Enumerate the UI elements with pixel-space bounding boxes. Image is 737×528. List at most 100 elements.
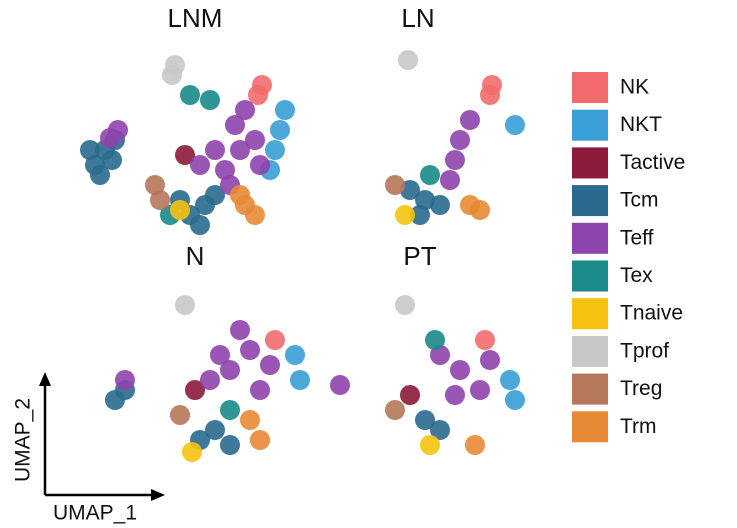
point <box>175 295 195 315</box>
legend-swatch <box>572 260 608 292</box>
point <box>200 370 220 390</box>
point <box>205 140 225 160</box>
panel-title: LNM <box>168 3 223 33</box>
point <box>185 380 205 400</box>
legend-label: Tnaive <box>620 302 683 325</box>
arrow-head-y <box>39 372 51 386</box>
point <box>180 85 200 105</box>
point <box>505 390 525 410</box>
point <box>250 430 270 450</box>
point <box>430 195 450 215</box>
point <box>265 140 285 160</box>
point <box>475 330 495 350</box>
point <box>415 410 435 430</box>
point <box>505 115 525 135</box>
arrow-head-x <box>151 489 165 501</box>
point <box>245 205 265 225</box>
legend-label: Treg <box>620 377 662 400</box>
point <box>230 320 250 340</box>
point <box>230 140 250 160</box>
point <box>420 165 440 185</box>
point <box>200 90 220 110</box>
point <box>385 175 405 195</box>
legend-swatch <box>572 109 608 141</box>
point <box>235 100 255 120</box>
point <box>102 150 122 170</box>
point <box>162 65 182 85</box>
point <box>225 115 245 135</box>
legend-label: Teff <box>620 226 654 249</box>
point <box>275 100 295 120</box>
legend-label: Trm <box>620 415 657 438</box>
point <box>482 75 502 95</box>
point <box>450 130 470 150</box>
point <box>220 400 240 420</box>
legend-swatch <box>572 185 608 217</box>
point <box>265 330 285 350</box>
point <box>270 120 290 140</box>
point <box>205 420 225 440</box>
point <box>330 375 350 395</box>
point <box>245 130 265 150</box>
point <box>470 200 490 220</box>
point <box>430 420 450 440</box>
point <box>470 380 490 400</box>
legend-label: Tactive <box>620 151 685 174</box>
legend-label: Tprof <box>620 339 669 362</box>
point <box>230 185 250 205</box>
point <box>410 205 430 225</box>
x-axis-label: UMAP_1 <box>53 502 137 525</box>
panel-title: LN <box>401 3 434 33</box>
point <box>450 360 470 380</box>
point <box>175 145 195 165</box>
point <box>440 170 460 190</box>
point <box>290 370 310 390</box>
point <box>90 165 110 185</box>
point <box>115 370 135 390</box>
point <box>445 385 465 405</box>
point <box>250 380 270 400</box>
legend-swatch <box>572 147 608 179</box>
legend-label: NKT <box>620 113 662 136</box>
point <box>385 400 405 420</box>
legend-swatch <box>572 335 608 367</box>
legend-swatch <box>572 222 608 254</box>
point <box>150 190 170 210</box>
legend-swatch <box>572 298 608 330</box>
legend-swatch <box>572 72 608 103</box>
panel-title: PT <box>403 241 436 271</box>
point <box>260 355 280 375</box>
legend-swatch <box>572 373 608 405</box>
point <box>240 340 260 360</box>
point <box>395 295 415 315</box>
point <box>480 350 500 370</box>
panel-title: N <box>186 241 205 271</box>
point <box>210 345 230 365</box>
point <box>285 345 305 365</box>
point <box>190 215 210 235</box>
point <box>250 155 270 175</box>
point <box>220 360 240 380</box>
legend-label: NK <box>620 76 649 99</box>
point <box>170 200 190 220</box>
point <box>100 128 120 148</box>
point <box>80 140 100 160</box>
point <box>395 205 415 225</box>
point <box>420 435 440 455</box>
legend-label: Tex <box>620 264 653 287</box>
legend-swatch <box>572 411 608 443</box>
point <box>240 410 260 430</box>
point <box>205 185 225 205</box>
point <box>190 155 210 175</box>
point <box>220 435 240 455</box>
point <box>465 435 485 455</box>
legend-label: Tcm <box>620 189 659 212</box>
point <box>445 150 465 170</box>
y-axis-label: UMAP_2 <box>12 398 35 482</box>
point <box>425 330 445 350</box>
point <box>400 385 420 405</box>
point <box>252 75 272 95</box>
point <box>398 50 418 70</box>
point <box>182 442 202 462</box>
